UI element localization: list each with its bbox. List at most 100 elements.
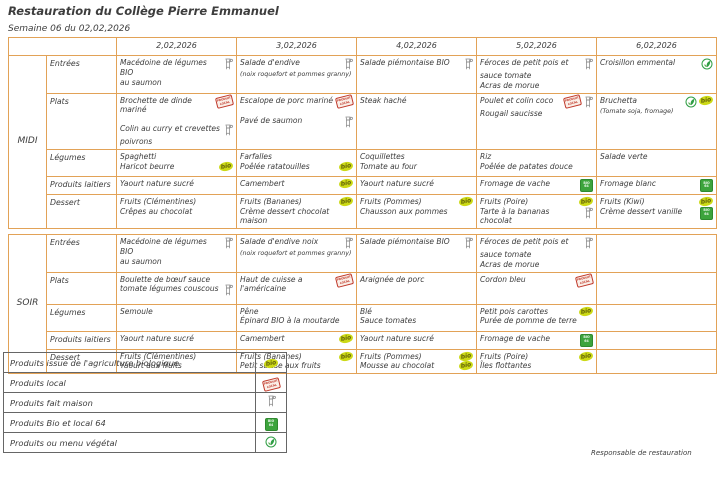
menu-item: Fromage de vache BIO 64 [480, 333, 593, 347]
menu-cell: Fruits (Poire) bio Tarte à la bananas choc… [476, 193, 597, 230]
menu-tables: 2,02,2026 3,02,2026 4,02,2026 5,02,2026 6,02… [8, 37, 717, 374]
local-icon: PRODUIT LOCAL [214, 93, 235, 109]
column-header-date: 4,02,2026 [356, 37, 477, 56]
menu-item-icons [583, 58, 593, 71]
column-header-date: 5,02,2026 [476, 37, 597, 56]
header-row: 2,02,2026 3,02,2026 4,02,2026 5,02,2026 6,02… [8, 37, 717, 56]
menu-item: Salade piémontaise BIO [360, 237, 473, 250]
menu-item: Féroces de petit pois et [480, 58, 593, 71]
menu-item-icons [463, 58, 473, 71]
menu-item: Féroces de petit pois et [480, 237, 593, 250]
menu-item: Spaghetti [120, 152, 233, 162]
menu-item-text: Boulette de bœuf sauce [120, 274, 211, 284]
menu-item-icons: bio [338, 177, 354, 189]
category-label: Légumes [46, 148, 117, 177]
menu-item-text: Tomate au four [360, 161, 417, 171]
fait-maison-icon [583, 96, 593, 109]
menu-item-text: Macédoine de légumes BIO [120, 58, 207, 77]
menu-item: Macédoine de légumes BIO [120, 58, 233, 78]
menu-item-text: Fromage blanc [600, 178, 656, 188]
menu-item: Fruits (Poire) bio [480, 350, 594, 362]
menu-item-text: Fruits (Pommes) [360, 351, 422, 361]
legend-icon-cell: PRODUIT LOCAL [255, 372, 287, 393]
menu-item: Yaourt nature sucré [120, 179, 233, 189]
section-label-midi: MIDI [8, 55, 47, 229]
menu-item-text: Escalope de porc mariné [240, 95, 333, 105]
legend-icon-cell: bio [255, 352, 287, 373]
menu-item-icons [343, 116, 353, 129]
fait-maison-icon [583, 58, 593, 71]
menu-item-text: Salade piémontaise BIO [360, 58, 450, 67]
menu-cell: Escalope de porc mariné PRODUIT LOCAL Pavé … [236, 92, 357, 150]
menu-item: sauce tomate [480, 250, 593, 260]
fait-maison-icon [343, 237, 353, 250]
legend-label: Produits issue de l'agriculture biologiq… [3, 352, 256, 373]
legend-label: Produits Bio et local 64 [3, 412, 256, 433]
fait-maison-icon [583, 207, 593, 220]
menu-item-text: Féroces de petit pois et [480, 237, 569, 246]
category-label: Entrées [46, 234, 117, 273]
menu-item: Salade verte [600, 152, 713, 162]
menu-cell: Macédoine de légumes BIO au saumon [116, 55, 237, 94]
menu-item: Crêpes au chocolat [120, 207, 233, 217]
menu-item: Haut de cuisse a l'américaine PRODUIT LOCA… [240, 272, 355, 295]
menu-item: Acras de morue [480, 260, 593, 270]
menu-item: Yaourt nature sucré [360, 179, 473, 189]
menu-item: Petit pois carottes bio [480, 305, 594, 317]
category-label: Plats [46, 92, 117, 150]
menu-item-text: Poêlée ratatouilles [240, 161, 310, 171]
menu-cell: Yaourt nature sucré [116, 175, 237, 195]
menu-cell: Yaourt nature sucré [356, 175, 477, 195]
footer-signature: Responsable de restauration [591, 449, 692, 457]
menu-item-text: Steak haché [360, 95, 407, 105]
bio-local-64-icon: BIO 64 [580, 333, 593, 347]
menu-item-text: poivrons [120, 137, 153, 146]
menu-item-text: au saumon [120, 256, 162, 266]
menu-item: Salade piémontaise BIO [360, 58, 473, 71]
menu-item-text: Féroces de petit pois et [480, 58, 569, 67]
bio-local-64-icon: BIO 64 [580, 178, 593, 192]
menu-row: Produits laitiers Yaourt nature sucré Came… [9, 330, 717, 350]
menu-cell: Féroces de petit pois et sauce tomate Acra… [476, 234, 597, 273]
menu-cell: Spaghetti Haricot beurre bio [116, 148, 237, 177]
bio-icon: bio [338, 195, 354, 207]
menu-item-text: Semoule [120, 306, 153, 316]
menu-cell: Riz Poêlée de patates douce [476, 148, 597, 177]
menu-cell: Farfalles Poêlée ratatouilles bio [236, 148, 357, 177]
menu-item: Yaourt nature sucré [120, 334, 233, 344]
category-label: Dessert [46, 193, 117, 230]
menu-item: Fruits (Poire) bio [480, 195, 594, 207]
menu-item-text: Riz [480, 151, 492, 161]
menu-row: Produits laitiers Yaourt nature sucré Came… [9, 175, 717, 195]
menu-item-icons: BIO 64 [580, 333, 593, 347]
menu-item: poivrons [120, 137, 233, 147]
menu-item-text: Mousse au chocolat [360, 361, 435, 371]
menu-item-icons: bio [338, 350, 354, 362]
menu-item: Épinard BIO à la moutarde [240, 316, 353, 326]
menu-item: Araignée de porc [360, 275, 473, 285]
menu-item: Purée de pomme de terre [480, 316, 593, 326]
menu-item-icons: bio [458, 360, 474, 372]
menu-cell: Camembert bio [236, 175, 357, 195]
menu-item: Boulette de bœuf sauce [120, 275, 233, 285]
menu-item: Steak haché [360, 96, 473, 106]
menu-item-icons: PRODUIT LOCAL [334, 272, 355, 288]
fait-maison-icon [223, 124, 233, 137]
menu-item-text: (Tomate soja, fromage) [600, 107, 674, 115]
legend-label: Produits ou menu végétal [3, 432, 256, 453]
local-icon: PRODUIT LOCAL [562, 93, 583, 109]
menu-item-text: Rougail saucisse [480, 108, 543, 118]
legend-row: Produits issue de l'agriculture biologiq… [3, 352, 287, 373]
menu-cell [596, 348, 717, 374]
column-header-date: 6,02,2026 [596, 37, 717, 56]
menu-item-icons: bio [458, 350, 474, 362]
menu-item: Fruits (Pommes) bio [360, 195, 474, 207]
menu-cell: Bruchetta bio (Tomate soja, fromage) [596, 92, 717, 150]
menu-item-icons [463, 237, 473, 250]
menu-cell: Fromage blanc BIO 64 [596, 175, 717, 195]
menu-item-text: Crème dessert chocolat maison [240, 206, 330, 226]
header-corner [8, 37, 117, 56]
menu-item-icons [583, 237, 593, 250]
menu-item: Crème dessert vanille BIO 64 [600, 206, 713, 220]
legend-row: Produits ou menu végétal [3, 432, 287, 453]
